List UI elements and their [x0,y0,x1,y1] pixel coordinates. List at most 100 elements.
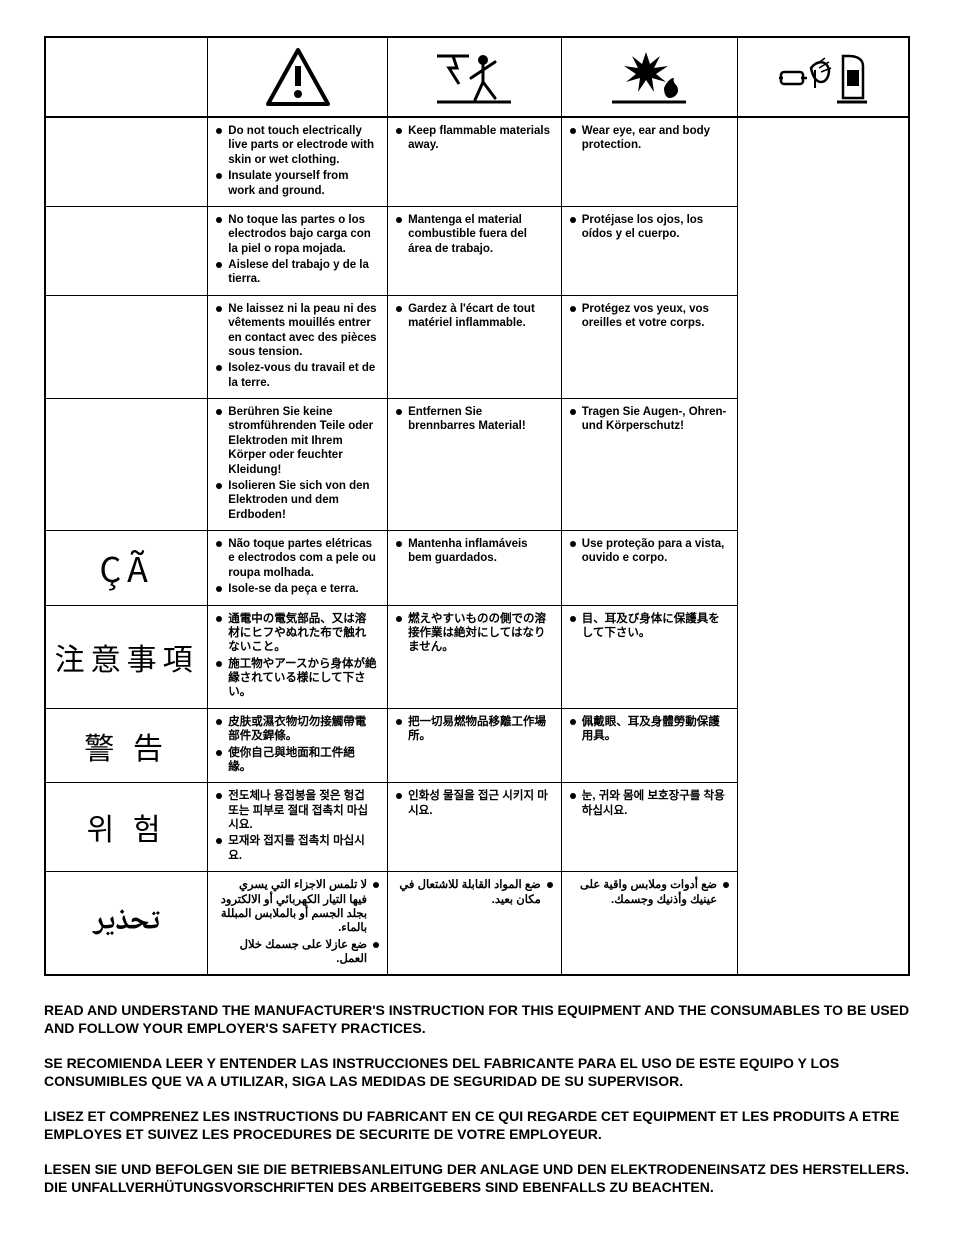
safety-cell: Entfernen Sie brennbarres Material! [388,399,562,531]
bullet-item: ضع المواد القابلة للاشتعال في مكان بعيد. [396,878,553,907]
safety-cell: Berühren Sie keine stromführenden Teile … [208,399,388,531]
safety-cell: 인화성 물질을 접근 시키지 마시요. [388,783,562,872]
safety-cell: Ne laissez ni la peau ni des vêtements m… [208,295,388,398]
bullet-item: Isolez-vous du travail et de la terre. [216,361,379,390]
bullet-item: Berühren Sie keine stromführenden Teile … [216,405,379,477]
safety-cell: ضع المواد القابلة للاشتعال في مكان بعيد. [388,872,562,976]
safety-cell: 目、耳及び身体に保護具をして下さい。 [561,605,737,708]
bullet-item: 전도체나 용접봉을 젖은 헝겁 또는 피부로 절대 접촉치 마십시요. [216,789,379,832]
bullet-item: Entfernen Sie brennbarres Material! [396,405,553,434]
bullet-list: Protéjase los ojos, los oídos y el cuerp… [570,213,729,242]
safety-cell: 눈, 귀와 몸에 보호장구를 착용하십시요. [561,783,737,872]
bullet-list: لا تلمس الاجزاء التي يسري فيها التيار ال… [216,878,379,966]
bullet-item: Ne laissez ni la peau ni des vêtements m… [216,302,379,360]
bullet-item: 눈, 귀와 몸에 보호장구를 착용하십시요. [570,789,729,818]
row-language-label [45,117,208,206]
bullet-item: 인화성 물질을 접근 시키지 마시요. [396,789,553,818]
safety-cell: Protéjase los ojos, los oídos y el cuerp… [561,206,737,295]
safety-cell: Keep flammable materials away. [388,117,562,206]
header-warning-icon [208,37,388,117]
bullet-item: 佩戴眼、耳及身體勞動保護用具。 [570,715,729,744]
bullet-item: Não toque partes elétricas e electrodos … [216,537,379,580]
bullet-list: 눈, 귀와 몸에 보호장구를 착용하십시요. [570,789,729,818]
bullet-list: Não toque partes elétricas e electrodos … [216,537,379,597]
bullet-item: Tragen Sie Augen-, Ohren- und Körperschu… [570,405,729,434]
bullet-list: ضع أدوات وملابس واقية على عينيك وأذنيك و… [570,878,729,907]
icon-header-row [45,37,909,117]
bullet-item: 燃えやすいものの側での溶接作業は絶対にしてはなりません。 [396,612,553,655]
bullet-item: No toque las partes o los electrodos baj… [216,213,379,256]
header-ppe-icon [738,37,909,117]
bullet-item: 施工物やアースから身体が絶縁されている様にして下さい。 [216,657,379,700]
safety-cell: Wear eye, ear and body protection. [561,117,737,206]
footer-instructions: READ AND UNDERSTAND THE MANUFACTURER'S I… [44,1002,910,1196]
bullet-item: Aislese del trabajo y de la tierra. [216,258,379,287]
electric-shock-icon [433,48,515,106]
bullet-list: Keep flammable materials away. [396,124,553,153]
bullet-item: Mantenga el material combustible fuera d… [396,213,553,256]
bullet-list: Gardez à l'écart de tout matériel inflam… [396,302,553,331]
safety-cell: Do not touch electrically live parts or … [208,117,388,206]
bullet-list: Protégez vos yeux, vos oreilles et votre… [570,302,729,331]
bullet-list: 通電中の電気部品、又は溶材にヒフやぬれた布で触れないこと。施工物やアースから身体… [216,612,379,700]
safety-cell: Não toque partes elétricas e electrodos … [208,531,388,606]
bullet-item: Use proteção para a vista, ouvido e corp… [570,537,729,566]
safety-cell: ضع أدوات وملابس واقية على عينيك وأذنيك و… [561,872,737,976]
bullet-item: Gardez à l'écart de tout matériel inflam… [396,302,553,331]
explosion-fire-icon [608,48,690,106]
bullet-list: 인화성 물질을 접근 시키지 마시요. [396,789,553,818]
row-language-label: 警 告 [45,708,208,783]
row-language-label [45,399,208,531]
bullet-list: 皮肤或濕衣物切勿接觸帶電部件及銲條。使你自己與地面和工件絕緣。 [216,715,379,775]
safety-cell: No toque las partes o los electrodos baj… [208,206,388,295]
bullet-item: Mantenha inflamáveis bem guardados. [396,537,553,566]
safety-cell: لا تلمس الاجزاء التي يسري فيها التيار ال… [208,872,388,976]
bullet-list: Do not touch electrically live parts or … [216,124,379,198]
footer-paragraph: LESEN SIE UND BEFOLGEN SIE DIE BETRIEBSA… [44,1161,910,1196]
bullet-list: Mantenga el material combustible fuera d… [396,213,553,256]
bullet-item: Keep flammable materials away. [396,124,553,153]
bullet-list: Tragen Sie Augen-, Ohren- und Körperschu… [570,405,729,434]
bullet-item: Isole-se da peça e terra. [216,582,379,596]
bullet-list: 佩戴眼、耳及身體勞動保護用具。 [570,715,729,744]
bullet-list: 把一切易燃物品移離工作場所。 [396,715,553,744]
safety-cell: 通電中の電気部品、又は溶材にヒフやぬれた布で触れないこと。施工物やアースから身体… [208,605,388,708]
header-shock-icon [388,37,562,117]
bullet-item: لا تلمس الاجزاء التي يسري فيها التيار ال… [216,878,379,936]
table-row: Do not touch electrically live parts or … [45,117,909,206]
ppe-icon [777,48,869,106]
bullet-list: No toque las partes o los electrodos baj… [216,213,379,287]
safety-cell: Mantenha inflamáveis bem guardados. [388,531,562,606]
bullet-item: Isolieren Sie sich von den Elektroden un… [216,479,379,522]
footer-paragraph: READ AND UNDERSTAND THE MANUFACTURER'S I… [44,1002,910,1037]
bullet-item: Protéjase los ojos, los oídos y el cuerp… [570,213,729,242]
safety-cell: 把一切易燃物品移離工作場所。 [388,708,562,783]
bullet-item: Wear eye, ear and body protection. [570,124,729,153]
bullet-list: Mantenha inflamáveis bem guardados. [396,537,553,566]
row-language-label [45,206,208,295]
bullet-item: 把一切易燃物品移離工作場所。 [396,715,553,744]
header-fire-icon [561,37,737,117]
bullet-item: 使你自己與地面和工件絕緣。 [216,746,379,775]
bullet-list: 燃えやすいものの側での溶接作業は絶対にしてはなりません。 [396,612,553,655]
row-language-label: تحذير [45,872,208,976]
row-language-label [45,295,208,398]
warning-triangle-icon [266,48,330,106]
table-row: 警 告皮肤或濕衣物切勿接觸帶電部件及銲條。使你自己與地面和工件絕緣。把一切易燃物… [45,708,909,783]
row-language-label: 위 험 [45,783,208,872]
bullet-list: ضع المواد القابلة للاشتعال في مكان بعيد. [396,878,553,907]
bullet-list: 전도체나 용접봉을 젖은 헝겁 또는 피부로 절대 접촉치 마십시요.모재와 접… [216,789,379,863]
footer-paragraph: LISEZ ET COMPRENEZ LES INSTRUCTIONS DU F… [44,1108,910,1143]
table-row: No toque las partes o los electrodos baj… [45,206,909,295]
table-row: Ne laissez ni la peau ni des vêtements m… [45,295,909,398]
bullet-item: ضع أدوات وملابس واقية على عينيك وأذنيك و… [570,878,729,907]
row-language-label: ÇÃ [45,531,208,606]
table-row: Berühren Sie keine stromführenden Teile … [45,399,909,531]
safety-cell: Protégez vos yeux, vos oreilles et votre… [561,295,737,398]
safety-table: Do not touch electrically live parts or … [44,36,910,976]
header-blank [45,37,208,117]
bullet-item: Do not touch electrically live parts or … [216,124,379,167]
bullet-list: Entfernen Sie brennbarres Material! [396,405,553,434]
table-row: 위 험전도체나 용접봉을 젖은 헝겁 또는 피부로 절대 접촉치 마십시요.모재… [45,783,909,872]
bullet-item: Protégez vos yeux, vos oreilles et votre… [570,302,729,331]
